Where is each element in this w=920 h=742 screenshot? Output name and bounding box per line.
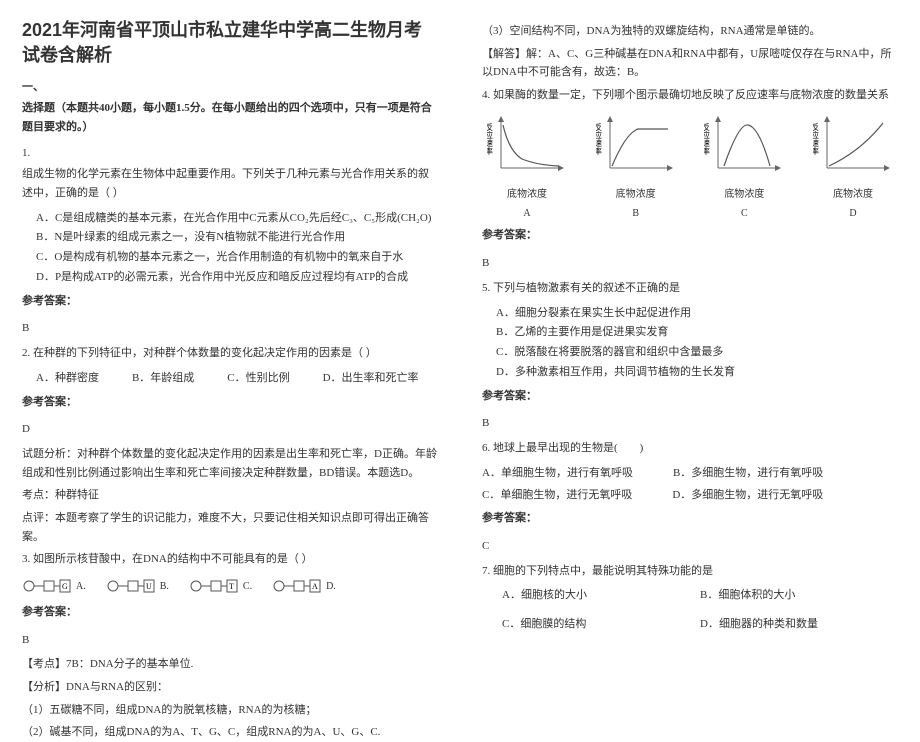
q4-answer-label: 参考答案： bbox=[482, 226, 898, 245]
q2-answer-label: 参考答案： bbox=[22, 393, 438, 412]
chart-c-svg: 反应速率 bbox=[704, 113, 784, 178]
right-column: （3）空间结构不同，DNA为独特的双螺旋结构，RNA通常是单链的。 【解答】解：… bbox=[460, 0, 920, 651]
q3-opt-c-label: C. bbox=[243, 578, 252, 595]
q4-chart-c: 反应速率 底物浓度 C bbox=[699, 113, 789, 223]
q6-opt-a: A．单细胞生物，进行有氧呼吸 bbox=[482, 464, 633, 483]
q7-stem: 7. 细胞的下列特点中，最能说明其特殊功能的是 bbox=[482, 562, 898, 581]
chart-d-svg: 反应速率 bbox=[813, 113, 893, 178]
nucleotide-icon-u: U bbox=[106, 575, 156, 597]
q5-answer: B bbox=[482, 414, 898, 433]
q3-opt-b-label: B. bbox=[160, 578, 169, 595]
q4-charts-row: 反应速率 底物浓度 A 反应速率 底物浓度 B bbox=[482, 113, 898, 223]
q1-answer-label: 参考答案： bbox=[22, 292, 438, 311]
q1-stem: 组成生物的化学元素在生物体中起重要作用。下列关于几种元素与光合作用关系的叙述中，… bbox=[22, 165, 438, 202]
q2-stem: 2. 在种群的下列特征中，对种群个体数量的变化起决定作用的因素是（ ） bbox=[22, 344, 438, 363]
q3-analysis-intro: 【分析】DNA与RNA的区别： bbox=[22, 678, 438, 697]
q4-chart-a: 反应速率 底物浓度 A bbox=[482, 113, 572, 223]
q5-opt-a: A．细胞分裂素在果实生长中起促进作用 bbox=[482, 304, 898, 324]
q4-chart-d-xlabel: 底物浓度 bbox=[833, 189, 873, 200]
q5-answer-label: 参考答案： bbox=[482, 387, 898, 406]
q4-chart-d-label: D bbox=[808, 205, 898, 222]
q1-opt-d: D．P是构成ATP的必需元素，光合作用中光反应和暗反应过程均有ATP的合成 bbox=[22, 268, 438, 288]
q6-opt-c: C．单细胞生物，进行无氧呼吸 bbox=[482, 486, 632, 505]
q1-answer: B bbox=[22, 319, 438, 338]
svg-text:T: T bbox=[229, 582, 234, 591]
q1-opt-a: A．C是组成糖类的基本元素，在光合作用中C元素从CO₂先后经C₃、C₅形成(CH… bbox=[22, 209, 438, 229]
svg-text:反应速率: 反应速率 bbox=[487, 122, 494, 156]
q3-point: 【考点】7B：DNA分子的基本单位. bbox=[22, 655, 438, 674]
q2-analysis-2: 考点：种群特征 bbox=[22, 486, 438, 505]
q2-analysis-3: 点评：本题考察了学生的识记能力，难度不大，只要记住相关知识点即可得出正确答案。 bbox=[22, 509, 438, 546]
q3-opt-d: A D. bbox=[272, 575, 336, 597]
q3-opt-c: T C. bbox=[189, 575, 252, 597]
chart-a-svg: 反应速率 bbox=[487, 113, 567, 178]
q1-number: 1. bbox=[22, 144, 438, 163]
svg-text:反应速率: 反应速率 bbox=[813, 122, 820, 156]
section-instruction: 选择题（本题共40小题，每小题1.5分。在每小题给出的四个选项中，只有一项是符合… bbox=[22, 99, 438, 136]
q5-opt-c: C．脱落酸在将要脱落的器官和组织中含量最多 bbox=[482, 343, 898, 363]
q3-opt-d-label: D. bbox=[326, 578, 336, 595]
doc-title: 2021年河南省平顶山市私立建华中学高二生物月考试卷含解析 bbox=[22, 18, 438, 68]
section-1-label: 一、 bbox=[22, 78, 438, 97]
q3-options-row: G A. U B. T C. bbox=[22, 575, 438, 597]
q3-stem: 3. 如图所示核苷酸中，在DNA的结构中不可能具有的是（ ） bbox=[22, 550, 438, 569]
q2-analysis-1: 试题分析：对种群个体数量的变化起决定作用的因素是出生率和死亡率，D正确。年龄组成… bbox=[22, 445, 438, 482]
q6-answer: C bbox=[482, 537, 898, 556]
q4-chart-c-xlabel: 底物浓度 bbox=[724, 189, 764, 200]
q4-stem: 4. 如果酶的数量一定，下列哪个图示最确切地反映了反应速率与底物浓度的数量关系 bbox=[482, 86, 898, 105]
q3-analysis-3: （3）空间结构不同，DNA为独特的双螺旋结构，RNA通常是单链的。 bbox=[482, 22, 898, 41]
q6-answer-label: 参考答案： bbox=[482, 509, 898, 528]
q3-solve: 【解答】解：A、C、G三种碱基在DNA和RNA中都有，U尿嘧啶仅存在与RNA中，… bbox=[482, 45, 898, 82]
q5-stem: 5. 下列与植物激素有关的叙述不正确的是 bbox=[482, 279, 898, 298]
q7-opt-c: C．细胞膜的结构 bbox=[502, 615, 700, 634]
q7-options: A．细胞核的大小 B．细胞体积的大小 C．细胞膜的结构 D．细胞器的种类和数量 bbox=[482, 586, 898, 643]
q7-opt-a: A．细胞核的大小 bbox=[502, 586, 700, 605]
q3-answer: B bbox=[22, 631, 438, 650]
svg-text:A: A bbox=[312, 582, 318, 591]
q1-opt-b: B．N是叶绿素的组成元素之一，没有N植物就不能进行光合作用 bbox=[22, 228, 438, 248]
q6-opt-b: B．多细胞生物，进行有氧呼吸 bbox=[673, 464, 823, 483]
q4-chart-c-label: C bbox=[699, 205, 789, 222]
q6-opt-d: D．多细胞生物，进行无氧呼吸 bbox=[672, 486, 823, 505]
q3-analysis-1: （1）五碳糖不同，组成DNA的为脱氧核糖，RNA的为核糖； bbox=[22, 701, 438, 720]
q4-chart-a-label: A bbox=[482, 205, 572, 222]
q3-opt-a-label: A. bbox=[76, 578, 86, 595]
q3-opt-b: U B. bbox=[106, 575, 169, 597]
q5-opt-b: B．乙烯的主要作用是促进果实发育 bbox=[482, 323, 898, 343]
q3-analysis-2: （2）碱基不同，组成DNA的为A、T、G、C，组成RNA的为A、U、G、C. bbox=[22, 723, 438, 742]
svg-text:反应速率: 反应速率 bbox=[596, 122, 603, 156]
q4-chart-b-xlabel: 底物浓度 bbox=[616, 189, 656, 200]
q4-answer: B bbox=[482, 254, 898, 273]
q6-stem: 6. 地球上最早出现的生物是( ) bbox=[482, 439, 898, 458]
q7-opt-d: D．细胞器的种类和数量 bbox=[700, 615, 898, 634]
svg-text:G: G bbox=[62, 582, 68, 591]
q2-answer: D bbox=[22, 420, 438, 439]
nucleotide-icon-g: G bbox=[22, 575, 72, 597]
chart-b-svg: 反应速率 bbox=[596, 113, 676, 178]
nucleotide-icon-a: A bbox=[272, 575, 322, 597]
svg-text:反应速率: 反应速率 bbox=[704, 122, 711, 156]
q7-opt-b: B．细胞体积的大小 bbox=[700, 586, 898, 605]
q2-opts: A．种群密度 B．年龄组成 C．性别比例 D．出生率和死亡率 bbox=[22, 369, 438, 389]
q5-opt-d: D．多种激素相互作用，共同调节植物的生长发育 bbox=[482, 363, 898, 383]
svg-text:U: U bbox=[146, 582, 152, 591]
q4-chart-d: 反应速率 底物浓度 D bbox=[808, 113, 898, 223]
q4-chart-a-xlabel: 底物浓度 bbox=[507, 189, 547, 200]
q4-chart-b-label: B bbox=[591, 205, 681, 222]
left-column: 2021年河南省平顶山市私立建华中学高二生物月考试卷含解析 一、 选择题（本题共… bbox=[0, 0, 460, 651]
q4-chart-b: 反应速率 底物浓度 B bbox=[591, 113, 681, 223]
q3-opt-a: G A. bbox=[22, 575, 86, 597]
q3-answer-label: 参考答案： bbox=[22, 603, 438, 622]
q1-opt-c: C．O是构成有机物的基本元素之一，光合作用制造的有机物中的氧来自于水 bbox=[22, 248, 438, 268]
nucleotide-icon-t: T bbox=[189, 575, 239, 597]
